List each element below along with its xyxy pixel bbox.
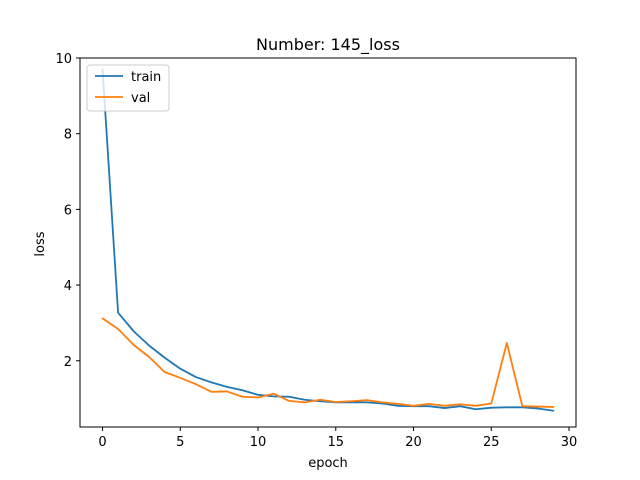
plot-area: 0 5 10 15 20 25 30 2 4 6 8 10 — [55, 52, 577, 450]
y-tick-label-2: 2 — [64, 355, 72, 370]
series-line-val — [101, 317, 555, 408]
x-tick-label-30: 30 — [561, 435, 578, 450]
axes-frame — [79, 57, 577, 428]
y-tick-label-8: 8 — [64, 128, 72, 143]
series-line-train — [101, 68, 555, 412]
y-tick-label-4: 4 — [64, 279, 72, 294]
chart-title: Number: 145_loss — [256, 35, 400, 55]
x-tick-label-25: 25 — [483, 435, 500, 450]
x-tick-label-0: 0 — [98, 435, 106, 450]
legend-label-train: train — [131, 70, 161, 85]
x-tick-label-20: 20 — [405, 435, 422, 450]
y-tick-label-6: 6 — [64, 203, 72, 218]
x-tick-label-15: 15 — [328, 435, 345, 450]
x-tick-label-10: 10 — [250, 435, 267, 450]
legend-label-val: val — [131, 91, 150, 106]
y-axis-label: loss — [33, 231, 48, 256]
x-axis-label: epoch — [308, 456, 348, 471]
y-tick-label-10: 10 — [55, 52, 72, 67]
x-tick-label-5: 5 — [176, 435, 184, 450]
legend: train val — [86, 64, 170, 112]
